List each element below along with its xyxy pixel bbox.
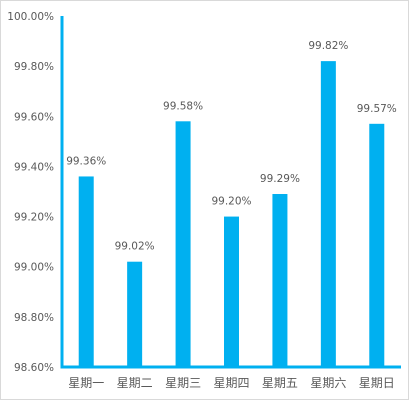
- bar: [320, 61, 336, 367]
- bar-value-label: 99.29%: [260, 173, 300, 185]
- bar: [78, 176, 94, 367]
- x-axis-ticks: 星期一 星期二 星期三 星期四 星期五 星期六 星期日: [68, 376, 395, 390]
- bar: [224, 216, 239, 367]
- bar-value-label: 99.57%: [357, 103, 397, 115]
- y-tick-label: 99.00%: [14, 262, 54, 274]
- bar-value-label: 99.02%: [115, 241, 155, 253]
- y-axis-ticks: 98.60% 98.80% 99.00% 99.20% 99.40% 99.60% 99.8…: [7, 11, 54, 374]
- y-tick-label: 98.60%: [14, 362, 54, 374]
- y-tick-label: 100.00%: [7, 11, 54, 23]
- x-tick-label: 星期四: [213, 376, 249, 390]
- y-tick-label: 99.20%: [14, 212, 54, 224]
- bar: [175, 121, 191, 367]
- bar: [369, 123, 385, 367]
- bar-value-label: 99.58%: [163, 100, 203, 112]
- x-tick-label: 星期二: [117, 376, 153, 390]
- x-tick-label: 星期五: [262, 376, 298, 390]
- y-tick-label: 99.80%: [14, 61, 54, 73]
- y-tick-label: 99.60%: [14, 111, 54, 123]
- bar-series: [78, 61, 385, 367]
- y-tick-label: 98.80%: [14, 312, 54, 324]
- bar-value-label: 99.82%: [308, 40, 348, 52]
- y-tick-label: 99.40%: [14, 161, 54, 173]
- bar: [272, 194, 288, 367]
- data-labels: 99.36% 99.02% 99.58% 99.20% 99.29% 99.82% 99.5…: [66, 40, 397, 253]
- bar-value-label: 99.20%: [211, 196, 251, 208]
- x-tick-label: 星期六: [310, 376, 346, 390]
- x-tick-label: 星期日: [359, 376, 395, 390]
- x-tick-label: 星期三: [165, 376, 201, 390]
- bar: [127, 261, 143, 367]
- bar-value-label: 99.36%: [66, 155, 106, 167]
- x-tick-label: 星期一: [68, 376, 104, 390]
